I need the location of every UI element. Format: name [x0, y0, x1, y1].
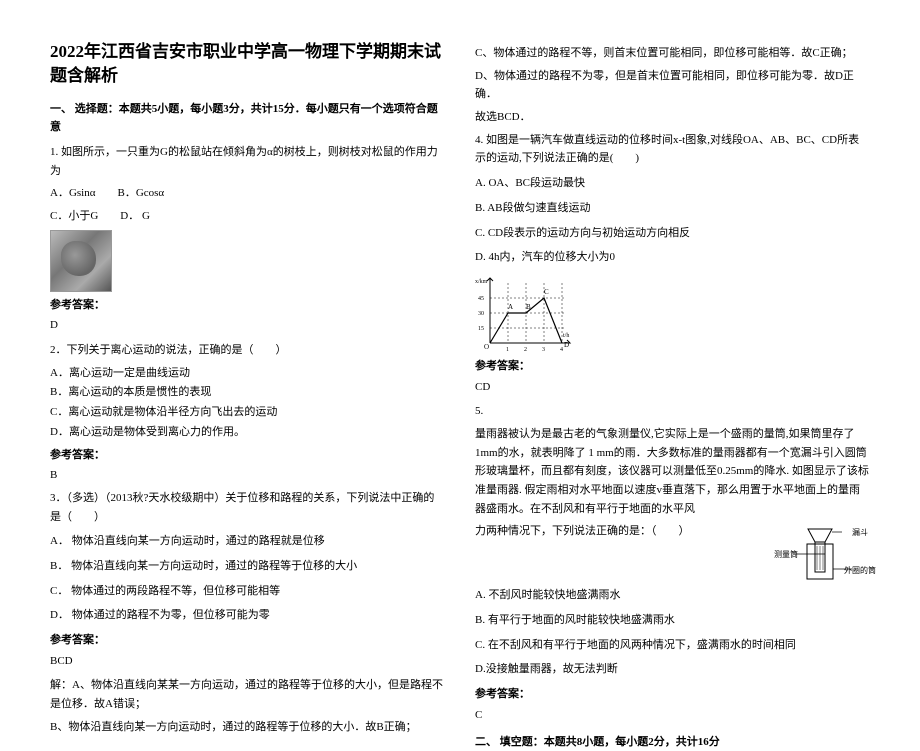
- svg-text:A: A: [508, 303, 513, 311]
- gauge-funnel-label: 漏斗: [852, 526, 868, 540]
- svg-text:30: 30: [478, 311, 484, 317]
- q2-opt-b: B．离心运动的本质是惯性的表现: [50, 383, 445, 402]
- q4-opt-a: A. OA、BC段运动最快: [475, 174, 870, 193]
- q1-options-cd: C．小于G D． G: [50, 207, 445, 226]
- gauge-cup-label: 测量筒: [774, 548, 798, 562]
- q3-explain-d: D、物体通过的路程不为零，但是首末位置可能相同，即位移可能为零．故D正确．: [475, 67, 870, 104]
- answer-label: 参考答案：: [475, 357, 870, 376]
- q5-opt-a: A. 不刮风时能较快地盛满雨水: [475, 586, 870, 605]
- q4-answer: CD: [475, 378, 870, 397]
- q3-explain-conclusion: 故选BCD．: [475, 108, 870, 127]
- q3-opt-b: B． 物体沿直线向某一方向运动时，通过的路程等于位移的大小: [50, 557, 445, 576]
- q2-answer: B: [50, 466, 445, 485]
- q3-explain-c: C、物体通过的路程不等，则首末位置可能相同，即位移可能相等．故C正确；: [475, 44, 870, 63]
- section-1-heading: 一、 选择题：本题共5小题，每小题3分，共计15分．每小题只有一个选项符合题意: [50, 100, 445, 137]
- svg-text:2: 2: [524, 347, 527, 353]
- q5-opt-c: C. 在不刮风和有平行于地面的风两种情况下，盛满雨水的时间相同: [475, 636, 870, 655]
- q2-opt-c: C．离心运动就是物体沿半径方向飞出去的运动: [50, 403, 445, 422]
- answer-label: 参考答案：: [50, 446, 445, 465]
- q5-stem: 量雨器被认为是最古老的气象测量仪,它实际上是一个盛雨的量筒,如果筒里存了1mm的…: [475, 425, 870, 518]
- q4-opt-d: D. 4h内，汽车的位移大小为0: [475, 248, 870, 267]
- q2-opt-d: D．离心运动是物体受到离心力的作用。: [50, 423, 445, 442]
- q2-stem: 2．下列关于离心运动的说法，正确的是（ ）: [50, 341, 445, 360]
- gauge-outer-label: 外圈的筒: [844, 564, 876, 578]
- svg-text:45: 45: [478, 296, 484, 302]
- svg-text:O: O: [484, 343, 489, 351]
- answer-label: 参考答案：: [50, 631, 445, 650]
- q3-explain-b: B、物体沿直线向某一方向运动时，通过的路程等于位移的大小．故B正确；: [50, 718, 445, 737]
- svg-text:C: C: [544, 288, 549, 296]
- svg-text:3: 3: [542, 347, 545, 353]
- q4-opt-c: C. CD段表示的运动方向与初始运动方向相反: [475, 224, 870, 243]
- q3-stem: 3．（多选）（2013秋?天水校级期中）关于位移和路程的关系，下列说法中正确的是…: [50, 489, 445, 526]
- q5-opt-d: D.没接触量雨器，故无法判断: [475, 660, 870, 679]
- q4-stem: 4. 如图是一辆汽车做直线运动的位移时间x-t图象,对线段OA、AB、BC、CD…: [475, 131, 870, 168]
- q3-opt-d: D． 物体通过的路程不为零，但位移可能为零: [50, 606, 445, 625]
- q5-number: 5.: [475, 402, 870, 421]
- q2-opt-a: A．离心运动一定是曲线运动: [50, 364, 445, 383]
- answer-label: 参考答案：: [475, 685, 870, 704]
- svg-text:t/h: t/h: [563, 333, 569, 339]
- q3-opt-a: A． 物体沿直线向某一方向运动时，通过的路程就是位移: [50, 532, 445, 551]
- q3-opt-c: C． 物体通过的两段路程不等，但位移可能相等: [50, 582, 445, 601]
- q5-opt-b: B. 有平行于地面的风时能较快地盛满雨水: [475, 611, 870, 630]
- q1-options-ab: A．Gsinα B．Gcosα: [50, 184, 445, 203]
- q3-explain-a: 解：A、物体沿直线向某某一方向运动，通过的路程等于位移的大小，但是路程不是位移．…: [50, 676, 445, 713]
- document-title: 2022年江西省吉安市职业中学高一物理下学期期末试题含解析: [50, 40, 445, 88]
- svg-text:15: 15: [478, 326, 484, 332]
- svg-text:B: B: [526, 303, 531, 311]
- section-2-heading: 二、 填空题：本题共8小题，每小题2分，共计16分: [475, 733, 870, 751]
- right-column: C、物体通过的路程不等，则首末位置可能相同，即位移可能相等．故C正确； D、物体…: [475, 40, 870, 611]
- q1-stem: 1. 如图所示，一只重为G的松鼠站在倾斜角为α的树枝上，则树枝对松鼠的作用力为: [50, 143, 445, 180]
- q3-answer: BCD: [50, 652, 445, 671]
- svg-text:1: 1: [506, 347, 509, 353]
- q4-opt-b: B. AB段做匀速直线运动: [475, 199, 870, 218]
- q1-answer: D: [50, 316, 445, 335]
- rain-gauge-image: 漏斗 测量筒 外圈的筒: [780, 524, 870, 584]
- xt-graph: A B C D O 15 30 45 1 2 3 4 x/km t/h: [475, 273, 575, 353]
- svg-text:x/km: x/km: [475, 279, 488, 285]
- svg-text:4: 4: [560, 347, 563, 353]
- squirrel-image: [50, 230, 112, 292]
- left-column: 2022年江西省吉安市职业中学高一物理下学期期末试题含解析 一、 选择题：本题共…: [50, 40, 445, 611]
- q5-answer: C: [475, 706, 870, 725]
- svg-text:D: D: [564, 341, 569, 349]
- answer-label: 参考答案：: [50, 296, 445, 315]
